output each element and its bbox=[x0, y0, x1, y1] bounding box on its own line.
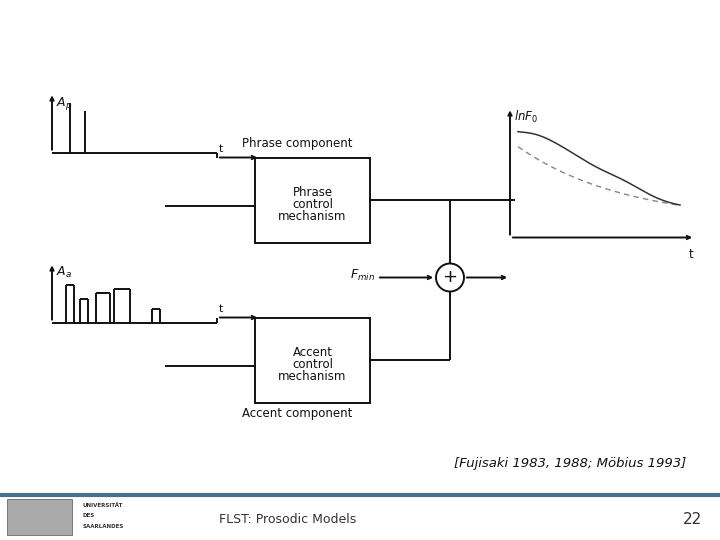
Text: $F_{min}$: $F_{min}$ bbox=[350, 268, 375, 283]
Bar bbox=[255, 158, 370, 242]
Text: Phrase component: Phrase component bbox=[242, 137, 353, 150]
Text: FLST: Prosodic Models: FLST: Prosodic Models bbox=[220, 513, 356, 526]
Text: t: t bbox=[219, 305, 223, 314]
Text: t: t bbox=[219, 145, 223, 154]
Bar bbox=[255, 318, 370, 402]
Text: Fujisaki's model: Fujisaki's model bbox=[235, 20, 485, 48]
Text: SAARLANDES: SAARLANDES bbox=[83, 524, 124, 529]
Text: $A_p$: $A_p$ bbox=[56, 94, 73, 111]
Text: mechanism: mechanism bbox=[279, 369, 347, 382]
Text: [Fujisaki 1983, 1988; Möbius 1993]: [Fujisaki 1983, 1988; Möbius 1993] bbox=[454, 457, 686, 470]
Text: $lnF_0$: $lnF_0$ bbox=[514, 109, 538, 125]
Text: mechanism: mechanism bbox=[279, 210, 347, 222]
Text: 22: 22 bbox=[683, 512, 702, 527]
Bar bbox=[7, 499, 72, 535]
Text: UNIVERSITÄT: UNIVERSITÄT bbox=[83, 503, 123, 508]
Text: Accent: Accent bbox=[292, 346, 333, 359]
Text: control: control bbox=[292, 357, 333, 370]
Text: control: control bbox=[292, 198, 333, 211]
Text: Phrase: Phrase bbox=[292, 186, 333, 199]
Text: Accent component: Accent component bbox=[243, 408, 353, 421]
Text: t: t bbox=[688, 247, 693, 260]
Text: $A_a$: $A_a$ bbox=[56, 265, 72, 280]
Text: DES: DES bbox=[83, 513, 95, 518]
Text: +: + bbox=[443, 267, 457, 286]
